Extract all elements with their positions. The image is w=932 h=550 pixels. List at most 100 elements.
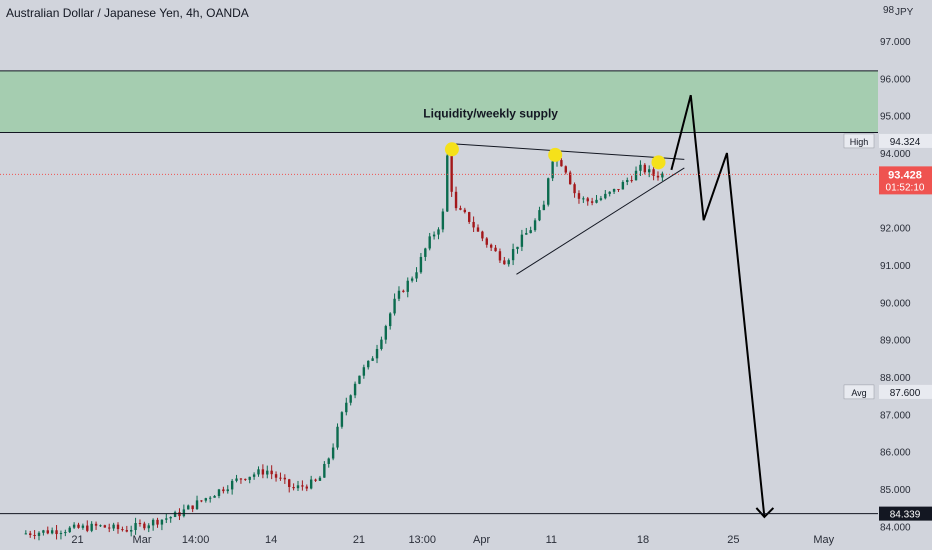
candle-body (46, 530, 49, 534)
candle-body (138, 523, 142, 525)
candle-body (419, 256, 423, 273)
candle-body (81, 525, 85, 528)
candle-body (90, 523, 93, 531)
candle-body (564, 166, 567, 173)
candle-body (353, 383, 357, 396)
candle-body (498, 251, 502, 261)
candle-body (68, 527, 71, 533)
touch-marker (548, 147, 563, 162)
candle-body (345, 402, 348, 413)
candle-body (560, 160, 563, 167)
candle-body (187, 505, 190, 510)
candle-body (630, 180, 633, 182)
candle-body (129, 530, 133, 532)
candle-body (375, 348, 379, 359)
candle-body (476, 227, 480, 232)
candle-body (643, 164, 647, 173)
axis-layer: 97.000 96.000 95.000 94.000 92.000 91.000 90.0… (71, 5, 911, 546)
candle-body (42, 530, 45, 533)
candle-body (244, 478, 247, 480)
candle-body (288, 479, 291, 488)
candle-body (538, 210, 541, 221)
candle-body (235, 478, 238, 481)
price-tick-label: 90.000 (880, 298, 911, 309)
candle-body (261, 469, 265, 475)
candle-body (72, 524, 76, 528)
candle-body (525, 233, 528, 235)
candle-body (503, 260, 506, 265)
supply-zone-label: Liquidity/weekly supply (423, 107, 558, 121)
candle-body (621, 182, 625, 190)
time-tick-label: 14:00 (182, 534, 210, 546)
candle-body (134, 523, 137, 531)
candle-body (529, 230, 532, 234)
candle-body (213, 495, 216, 498)
price-tick-label: 94.000 (880, 149, 911, 160)
price-tick-label: 89.000 (880, 336, 911, 347)
touch-marker (651, 155, 666, 170)
candle-body (24, 533, 28, 535)
candle-body (314, 479, 317, 481)
candle-body (222, 489, 225, 492)
candle-body (481, 231, 484, 239)
candle-body (86, 525, 89, 531)
candle-body (454, 191, 458, 209)
candle-body (507, 260, 510, 265)
candle-body (424, 248, 427, 257)
candle-body (331, 447, 335, 459)
candle-body (604, 193, 607, 199)
candle-body (125, 530, 128, 532)
candle-body (200, 500, 203, 502)
candle-body (511, 249, 515, 261)
candle-body (209, 497, 212, 499)
candle-body (33, 534, 36, 536)
support-level-badge (879, 506, 932, 521)
time-tick-label: Mar (133, 534, 152, 546)
candle-body (173, 512, 177, 517)
drawings-layer (444, 94, 775, 519)
candle-body (648, 169, 651, 173)
price-tick-label: 87.000 (880, 410, 911, 421)
bar-countdown: 01:52:10 (886, 182, 925, 193)
candle-body (441, 211, 445, 230)
candle-body (191, 505, 194, 510)
candle-body (50, 530, 54, 534)
time-tick-label: Apr (473, 534, 490, 546)
candle-body (388, 313, 392, 327)
candle-body (99, 525, 102, 527)
candle-body (340, 412, 344, 427)
candle-body (608, 191, 611, 194)
candle-body (463, 209, 467, 213)
last-price-value: 93.428 (888, 169, 922, 181)
candle-body (296, 485, 300, 489)
candle-body (239, 478, 243, 480)
projection-path (670, 94, 766, 518)
triangle-upper-line (451, 143, 685, 160)
candle-body (612, 188, 616, 192)
candle-body (323, 463, 326, 478)
candle-body (217, 489, 221, 496)
candle-body (634, 170, 638, 181)
candle-body (143, 523, 146, 529)
candle-body (226, 489, 229, 492)
candle-body (384, 326, 388, 340)
candle-body (595, 199, 598, 203)
candle-body (283, 477, 287, 480)
candle-body (37, 532, 41, 536)
candle-body (568, 172, 572, 185)
candle-body (432, 234, 436, 237)
level-value-badge (879, 133, 932, 148)
candle-body (55, 530, 58, 535)
candle-body (577, 193, 581, 199)
candles-layer (24, 153, 664, 541)
candle-body (156, 519, 159, 525)
candle-body (485, 238, 488, 245)
price-tick-partial: 98 (883, 5, 895, 16)
time-tick-label: 21 (71, 534, 83, 546)
candle-body (551, 161, 554, 179)
candle-body (169, 516, 172, 519)
last-price-badge (879, 166, 932, 195)
candle-body (489, 244, 493, 248)
